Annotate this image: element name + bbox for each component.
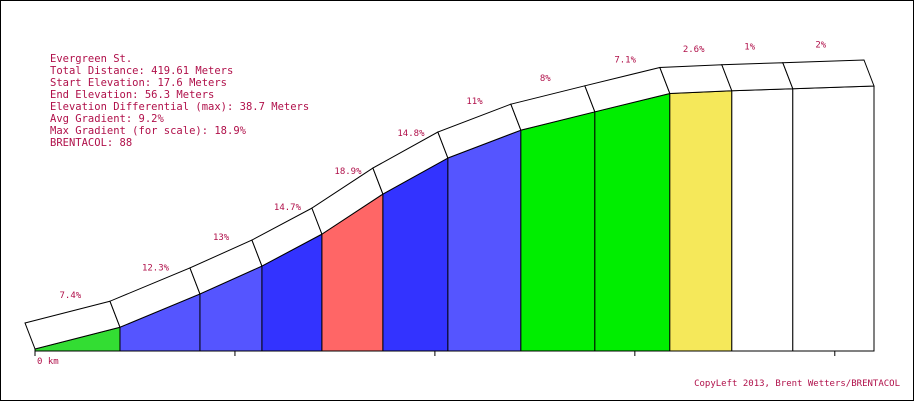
gradient-label: 8% — [540, 74, 551, 84]
gradient-label: 1% — [744, 43, 755, 53]
profile — [24, 59, 875, 356]
gradient-label: 7.1% — [614, 56, 636, 66]
info-line: BRENTACOL: 88 — [50, 137, 132, 149]
segment-fill — [792, 85, 875, 352]
segment-fill — [447, 129, 522, 352]
gradient-label: 2.6% — [683, 45, 705, 55]
info-line: Evergreen St. — [50, 53, 132, 65]
segment-band — [659, 64, 733, 94]
x-start-label: 0 km — [37, 357, 59, 367]
gradient-label: 2% — [815, 40, 826, 50]
segment-fill — [594, 92, 671, 352]
gradient-label: 14.7% — [274, 203, 302, 213]
gradient-label: 11% — [466, 97, 483, 107]
segment-fill — [520, 111, 596, 352]
footer: CopyLeft 2013, Brent Wetters/BRENTACOL — [694, 379, 900, 389]
segment-fill — [731, 88, 794, 352]
segment-fill — [669, 90, 733, 352]
gradient-label: 12.3% — [142, 264, 170, 274]
info-line: Start Elevation: 17.6 Meters — [50, 77, 227, 89]
gradient-label: 13% — [213, 233, 230, 243]
segment-band — [721, 62, 794, 92]
info-line: Total Distance: 419.61 Meters — [50, 65, 233, 77]
info-line: Avg Gradient: 9.2% — [50, 113, 164, 125]
gradient-label: 7.4% — [59, 291, 81, 301]
gradient-label: 14.8% — [397, 129, 425, 139]
gradient-label: 18.9% — [334, 167, 362, 177]
segment-band — [782, 59, 875, 90]
info-line: Max Gradient (for scale): 18.9% — [50, 125, 247, 137]
info-line: End Elevation: 56.3 Meters — [50, 89, 214, 101]
info-line: Elevation Differential (max): 38.7 Meter… — [50, 101, 309, 113]
